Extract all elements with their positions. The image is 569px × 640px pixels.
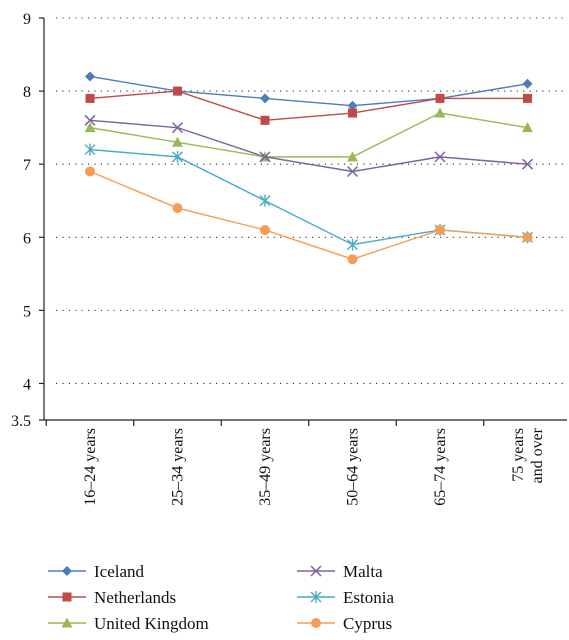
data-point-estonia <box>172 150 183 163</box>
data-point-estonia <box>347 238 358 251</box>
data-point-cyprus <box>435 224 445 235</box>
legend-item-estonia: Estonia <box>297 588 394 607</box>
data-point-estonia <box>84 143 96 156</box>
marker-stroke <box>521 158 534 170</box>
gridlines <box>56 17 567 385</box>
data-point-cyprus <box>172 203 183 214</box>
marker-stroke <box>259 151 271 163</box>
legend-label: Iceland <box>94 562 145 581</box>
legend-label: Netherlands <box>94 588 176 607</box>
data-point-netherlands <box>85 93 95 103</box>
data-point-cyprus <box>522 232 533 243</box>
data-point-united-kingdom <box>434 107 446 118</box>
y-tick-label: 4 <box>23 376 31 393</box>
data-point-malta <box>521 158 534 170</box>
data-point-netherlands <box>348 108 357 118</box>
legend-label: Malta <box>343 562 383 581</box>
data-point-estonia <box>259 194 271 207</box>
data-point-cyprus <box>347 254 358 265</box>
data-point-united-kingdom <box>84 122 96 133</box>
marker-stroke <box>171 122 184 134</box>
data-point-malta <box>259 151 271 163</box>
data-point-malta <box>434 151 446 163</box>
marker-stroke <box>346 165 359 178</box>
series-line-united-kingdom <box>89 112 528 158</box>
data-point-netherlands <box>435 93 445 103</box>
data-point-malta <box>346 165 359 178</box>
legend-marker <box>61 617 73 628</box>
series-line-cyprus <box>89 170 528 260</box>
data-point-cyprus <box>260 224 270 235</box>
legend-label: Estonia <box>343 588 394 607</box>
data-point-iceland <box>260 93 270 104</box>
legend-marker <box>62 592 72 602</box>
x-tick-label: 16–24 years <box>82 428 99 506</box>
x-tick-label: 25–34 years <box>170 428 187 506</box>
legend-label: Cyprus <box>343 614 392 633</box>
series-united-kingdom <box>84 107 533 162</box>
x-tick-label: 75 years <box>510 428 527 482</box>
y-tick-label: 9 <box>23 11 31 28</box>
legend-marker <box>310 591 322 603</box>
axes: 3.5 4 5 6 7 8 9 16–24 years 25–34 years 35–49 yea… <box>11 11 567 506</box>
x-tick-label: and over <box>529 427 546 483</box>
x-tick-label: 50–64 years <box>345 428 362 506</box>
legend-item-iceland: Iceland <box>48 562 145 581</box>
data-point-malta <box>171 122 184 134</box>
y-tick-label: 8 <box>23 84 31 101</box>
data-point-netherlands <box>173 86 182 96</box>
legend-marker <box>62 566 72 576</box>
y-tick-label: 7 <box>23 157 31 174</box>
legend: Iceland Netherlands United Kingdom Malta Est… <box>48 562 394 633</box>
series-malta <box>84 114 534 178</box>
data-point-iceland <box>522 78 533 89</box>
series-cyprus <box>85 166 533 265</box>
y-tick-label: 5 <box>23 303 31 320</box>
data-point-malta <box>84 114 96 126</box>
legend-marker <box>310 565 322 577</box>
x-tick-label: 35–49 years <box>257 428 274 506</box>
series-line-iceland <box>89 75 528 107</box>
x-tick-label: 65–74 years <box>432 428 449 506</box>
legend-item-netherlands: Netherlands <box>48 588 176 607</box>
legend-item-malta: Malta <box>297 562 383 581</box>
data-point-united-kingdom <box>172 136 183 147</box>
data-point-iceland <box>85 71 95 82</box>
marker-stroke <box>310 565 322 577</box>
legend-label: United Kingdom <box>94 614 209 633</box>
series-line-netherlands <box>89 90 528 122</box>
y-tick-label: 3.5 <box>11 413 31 430</box>
y-tick-label: 6 <box>23 230 31 247</box>
data-point-iceland <box>347 100 358 111</box>
marker-stroke <box>434 151 446 163</box>
legend-item-united-kingdom: United Kingdom <box>48 614 209 633</box>
data-series <box>84 71 534 265</box>
data-point-netherlands <box>260 115 270 125</box>
data-point-cyprus <box>85 166 95 177</box>
legend-marker <box>311 618 321 628</box>
data-point-united-kingdom <box>522 122 533 133</box>
data-point-netherlands <box>523 93 532 103</box>
series-line-malta <box>89 119 528 173</box>
data-point-united-kingdom <box>347 151 358 162</box>
series-netherlands <box>85 86 532 125</box>
marker-stroke <box>84 114 96 126</box>
legend-item-cyprus: Cyprus <box>297 614 392 633</box>
